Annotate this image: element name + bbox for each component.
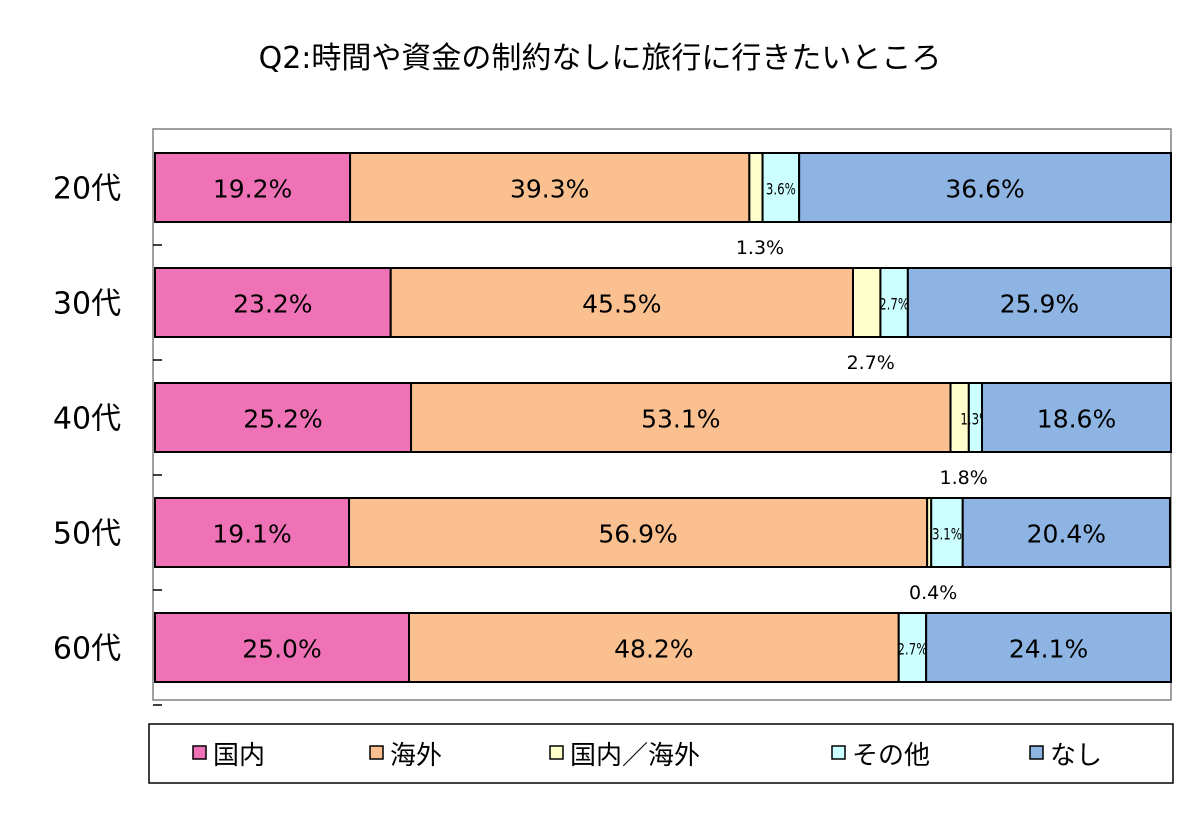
bar-row: 25.0% 48.2% 2.7% 24.1%: [154, 612, 1172, 683]
legend-swatch: [192, 745, 207, 760]
data-label: 39.3%: [510, 175, 589, 204]
bar-segment: [154, 267, 392, 338]
bar-row: 19.1% 56.9% 0.4% 3.1% 20.4%: [154, 497, 1171, 604]
data-label: 24.1%: [1009, 635, 1088, 664]
data-label: 56.9%: [598, 520, 677, 549]
legend-item: 国内／海外: [549, 741, 700, 771]
bar-segment: [961, 497, 1171, 568]
category-label: 60代: [53, 632, 121, 667]
bar-segment: [906, 267, 1173, 338]
bar-segment: [154, 497, 351, 568]
legend-swatch: [549, 745, 564, 760]
data-label: 1.8%: [940, 467, 988, 489]
data-label: 25.9%: [1000, 290, 1079, 319]
bar-segment: [410, 382, 952, 453]
data-label: 1.3%: [736, 237, 784, 259]
bar-segment: [930, 497, 964, 568]
bar-segment: [154, 152, 352, 223]
chart-title: Q2:時間や資金の制約なしに旅行に行きたいところ: [259, 41, 942, 76]
bar-segment: [154, 382, 413, 453]
bars-layer: 19.2% 39.3% 1.3% 3.6% 36.6% 23.2% 45.5% 2.7% 2.7…: [153, 152, 1173, 706]
legend: 国内 海外 国内／海外 その他 なし: [148, 723, 1174, 784]
data-label: 2.7%: [879, 295, 909, 314]
legend-item: 海外: [369, 741, 442, 771]
data-label: 23.2%: [233, 290, 312, 319]
legend-item: なし: [1029, 741, 1102, 771]
legend-label: 国内: [213, 741, 265, 771]
data-label: 0.4%: [909, 582, 957, 604]
legend-swatch: [369, 745, 384, 760]
data-label: 2.7%: [847, 352, 895, 374]
data-label: 36.6%: [945, 175, 1024, 204]
bar-segment: [897, 612, 928, 683]
category-label: 40代: [53, 402, 121, 437]
bar-segment: [349, 152, 751, 223]
bar-segment: [981, 382, 1172, 453]
legend-box: [148, 723, 1174, 784]
legend-swatch: [831, 745, 846, 760]
data-label: 3.6%: [766, 180, 796, 199]
data-label: 3.1%: [932, 525, 962, 544]
legend-label: その他: [852, 741, 930, 771]
category-label: 50代: [53, 517, 121, 552]
legend-item: 国内: [192, 741, 265, 771]
data-label: 19.2%: [213, 175, 292, 204]
bar-segment: [761, 152, 801, 223]
data-label: 19.1%: [212, 520, 291, 549]
bar-segment: [925, 612, 1172, 683]
category-labels: 20代 30代 40代 50代 60代: [53, 172, 121, 667]
category-label: 20代: [53, 172, 121, 207]
data-label: 48.2%: [614, 635, 693, 664]
category-label: 30代: [53, 287, 121, 322]
data-label: 20.4%: [1027, 520, 1106, 549]
legend-swatch: [1029, 745, 1044, 760]
data-label: 2.7%: [897, 640, 927, 659]
data-label: 18.6%: [1037, 405, 1116, 434]
bar-segment: [348, 497, 929, 568]
bar-row: 23.2% 45.5% 2.7% 2.7% 25.9%: [154, 267, 1173, 374]
bar-row: 25.2% 53.1%1.8%1.3% 18.6%: [154, 382, 1172, 489]
legend-label: 海外: [390, 741, 442, 771]
legend-label: 国内／海外: [570, 741, 700, 771]
bar-row: 19.2% 39.3% 1.3% 3.6% 36.6%: [154, 152, 1172, 259]
data-label: 45.5%: [582, 290, 661, 319]
data-label: 25.0%: [242, 635, 321, 664]
legend-item: その他: [831, 741, 930, 771]
data-label: 25.2%: [243, 405, 322, 434]
bar-segment: [798, 152, 1172, 223]
bar-segment: [851, 267, 882, 338]
data-label: 53.1%: [641, 405, 720, 434]
legend-label: なし: [1050, 741, 1102, 771]
bar-segment: [748, 152, 764, 223]
bar-segment: [389, 267, 854, 338]
